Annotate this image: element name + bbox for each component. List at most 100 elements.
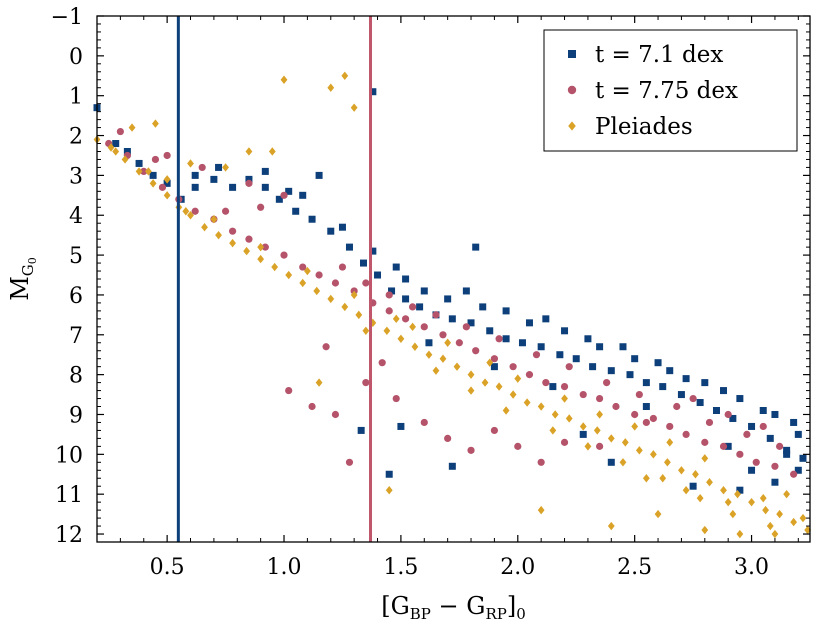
data-point [724,442,732,450]
data-point [135,167,143,176]
data-point [308,402,316,411]
data-point [776,509,784,519]
data-point [537,458,545,466]
data-point [444,434,452,442]
data-point [402,295,410,303]
data-point [385,485,393,495]
data-point [649,450,657,459]
data-point [642,403,650,411]
data-point [514,442,522,450]
data-point [682,485,690,495]
data-point [495,382,503,391]
data-point [560,382,569,391]
data-point [455,339,463,347]
data-point [794,430,802,438]
y-tick-label: 10 [55,443,83,468]
data-point [409,322,416,332]
data-point [383,326,391,336]
data-point [187,211,194,220]
data-point [448,315,456,323]
data-point [280,191,288,199]
data-point [385,307,393,315]
data-point [163,151,171,160]
data-point [495,335,503,343]
data-point [561,327,569,335]
data-point [596,442,604,450]
y-tick-label: 6 [69,284,83,309]
data-point [268,147,276,156]
data-point [724,410,732,419]
data-point [338,223,346,231]
data-point [518,339,526,347]
y-tick-label: 11 [55,483,83,508]
data-point [271,262,279,272]
data-point [626,371,634,379]
data-point [243,246,251,256]
data-point [736,486,744,494]
data-point [392,394,400,403]
data-point [285,187,293,195]
data-point [191,171,199,179]
data-point [759,422,767,431]
data-point [621,438,629,447]
data-point [502,307,510,315]
data-point [257,254,265,264]
data-point [112,147,120,156]
data-point [766,434,774,442]
y-tick-label: 3 [69,164,83,189]
data-point [313,286,321,296]
data-point [677,391,685,399]
data-point [762,505,769,515]
data-point [338,263,347,271]
data-point [401,315,410,323]
data-point [467,386,475,395]
data-point [607,521,615,531]
data-point [642,418,650,427]
data-point [145,167,152,176]
data-point [432,311,440,319]
data-point [331,410,340,419]
data-point [635,446,643,455]
data-point [525,371,534,379]
data-point [362,279,370,287]
data-point [572,355,580,363]
data-point [549,426,557,435]
x-tick-label: 1.5 [383,555,418,580]
data-point [116,127,124,136]
data-point [357,426,365,434]
data-point [736,395,744,403]
data-point [448,462,456,470]
data-point [607,458,615,466]
data-point [537,505,545,515]
data-point [654,359,662,367]
data-point [481,378,489,387]
data-point [748,422,756,430]
data-point [149,179,157,188]
legend-label: t = 7.75 dex [595,78,738,104]
data-point [285,386,293,395]
data-point [444,338,452,347]
data-point [790,470,798,478]
data-point [659,383,667,391]
data-point [228,227,237,235]
data-point [397,422,405,430]
data-point [537,343,545,351]
data-point [502,335,510,343]
data-point [432,366,440,375]
data-point [392,263,400,271]
data-point [603,379,611,387]
data-point [462,287,470,295]
data-point [359,259,367,267]
data-point [245,179,253,187]
data-point [706,478,713,487]
data-point [467,446,475,454]
data-point [642,474,650,483]
data-point [285,270,293,280]
x-tick-label: 3.0 [734,555,769,580]
data-point [299,191,307,199]
data-point [467,319,475,327]
data-point [245,175,253,183]
data-point [579,390,587,399]
y-tick-label: 5 [69,244,83,269]
data-point [341,302,349,312]
